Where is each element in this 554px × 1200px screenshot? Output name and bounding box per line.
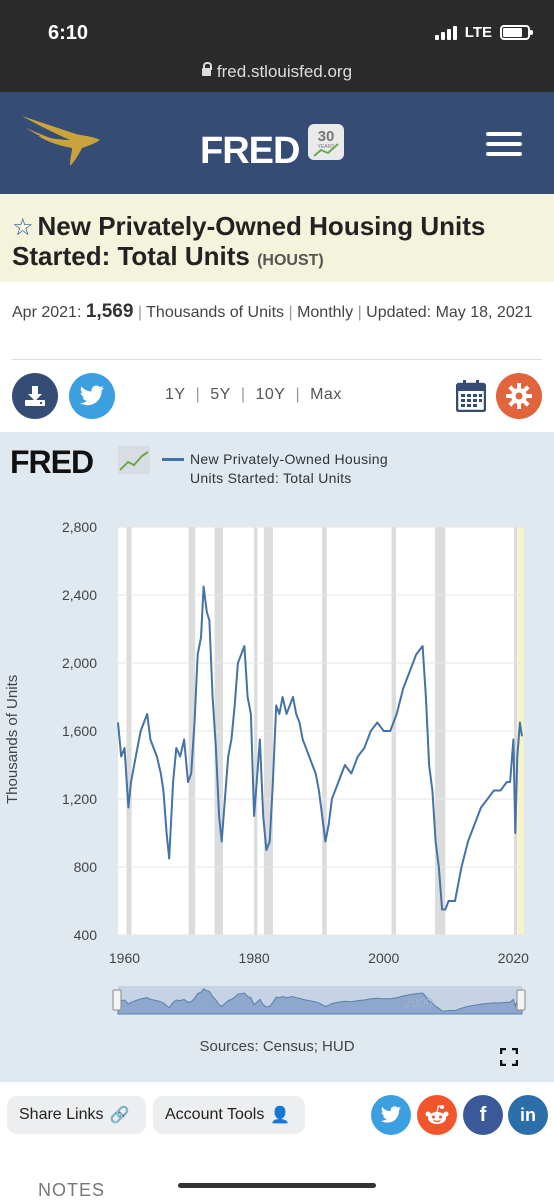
twitter-icon — [79, 385, 105, 406]
updated-date: May 18, 2021 — [435, 304, 533, 321]
navigator-label: 2000 — [404, 995, 433, 1010]
units: Thousands of Units — [146, 304, 285, 321]
status-time: 6:10 — [48, 22, 89, 44]
linkedin-icon: in — [520, 1104, 536, 1125]
x-tick-label: 1960 — [109, 950, 140, 966]
browser-chrome: 6:10 LTE fred.stlouisfed.org — [0, 0, 554, 92]
network-label: LTE — [464, 24, 492, 41]
y-tick-label: 400 — [74, 927, 98, 943]
series-title-band: ☆ New Privately-Owned Housing Units Start… — [0, 194, 554, 282]
x-tick-label: 1980 — [239, 950, 270, 966]
home-indicator[interactable] — [178, 1183, 376, 1188]
badge-number: 30 — [318, 128, 335, 145]
facebook-icon: f — [479, 1103, 487, 1126]
series-code: (HOUST) — [257, 252, 324, 269]
series-title-text: New Privately-Owned Housing Units Starte… — [12, 211, 486, 271]
fred-chart-icon — [118, 446, 150, 474]
30-years-badge-icon: 30 YEARS — [308, 124, 344, 160]
eagle-logo-icon[interactable] — [20, 112, 104, 168]
range-1y[interactable]: 1Y — [165, 386, 186, 403]
download-button[interactable] — [12, 373, 58, 419]
favorite-star-icon[interactable]: ☆ — [12, 214, 34, 241]
twitter-icon — [380, 1106, 402, 1123]
divider — [12, 359, 542, 360]
notes-heading: NOTES — [38, 1180, 106, 1200]
y-tick-label: 2,000 — [62, 655, 97, 671]
gear-icon — [506, 383, 532, 409]
share-links-label: Share Links — [19, 1106, 104, 1123]
y-tick-label: 1,200 — [62, 791, 97, 807]
address-bar[interactable]: fred.stlouisfed.org — [0, 62, 554, 82]
share-links-button[interactable]: Share Links 🔗 — [7, 1096, 146, 1134]
account-tools-label: Account Tools — [165, 1106, 265, 1123]
series-title: ☆ New Privately-Owned Housing Units Start… — [12, 212, 542, 275]
badge-subtext: YEARS — [318, 144, 336, 150]
frequency: Monthly — [297, 304, 354, 321]
chart[interactable]: 400 800 1,200 1,600 2,000 2,400 2,800 1960 1980… — [0, 512, 554, 1032]
link-icon: 🔗 — [109, 1107, 130, 1124]
settings-button[interactable] — [496, 373, 542, 419]
observation-value: 1,569 — [85, 301, 134, 322]
account-tools-button[interactable]: Account Tools 👤 — [153, 1096, 305, 1134]
navigator-series — [117, 988, 523, 1015]
share-reddit-button[interactable] — [417, 1095, 457, 1135]
legend-swatch — [162, 458, 184, 461]
y-axis-label: Thousands of Units — [4, 674, 21, 804]
series-line — [117, 585, 523, 911]
range-max[interactable]: Max — [310, 386, 342, 403]
share-twitter-button[interactable] — [371, 1095, 411, 1135]
range-5y[interactable]: 5Y — [210, 386, 231, 403]
lock-icon — [201, 62, 212, 76]
y-tick-label: 800 — [74, 859, 98, 875]
y-tick-label: 1,600 — [62, 723, 97, 739]
url-text: fred.stlouisfed.org — [216, 62, 353, 81]
signal-icon — [434, 25, 457, 40]
sources: Sources: Census; HUD — [199, 1038, 355, 1055]
site-header: FRED 30 YEARS — [0, 92, 554, 194]
range-10y[interactable]: 10Y — [255, 386, 286, 403]
reddit-icon — [425, 1105, 449, 1124]
legend-label: New Privately-Owned Housing Units Starte… — [190, 451, 388, 486]
fred-logo[interactable]: FRED — [200, 130, 300, 172]
download-icon — [25, 386, 45, 406]
fullscreen-icon[interactable] — [500, 1048, 518, 1066]
observation-date: Apr 2021: — [12, 304, 82, 321]
x-tick-label: 2020 — [498, 950, 529, 966]
calendar-icon[interactable] — [456, 380, 486, 412]
navigator-left-handle[interactable] — [112, 989, 122, 1011]
updated-label: Updated: — [366, 304, 432, 321]
graph-panel: FRED New Privately-Owned Housing Units S… — [0, 432, 554, 1082]
share-facebook-button[interactable]: f — [463, 1095, 503, 1135]
x-tick-label: 2000 — [368, 950, 399, 966]
user-icon: 👤 — [270, 1107, 291, 1124]
series-meta: Apr 2021: 1,569 | Thousands of Units | M… — [12, 301, 533, 322]
y-tick-label: 2,800 — [62, 519, 97, 535]
status-indicators: LTE — [434, 24, 533, 41]
navigator-right-handle[interactable] — [516, 989, 526, 1011]
date-range-selector: 1Y | 5Y | 10Y | Max — [165, 386, 342, 403]
menu-icon[interactable] — [486, 132, 522, 156]
graph-fred-logo: FRED — [10, 444, 94, 480]
share-linkedin-button[interactable]: in — [508, 1095, 548, 1135]
y-tick-label: 2,400 — [62, 587, 97, 603]
battery-icon — [500, 25, 533, 40]
tweet-button[interactable] — [69, 373, 115, 419]
